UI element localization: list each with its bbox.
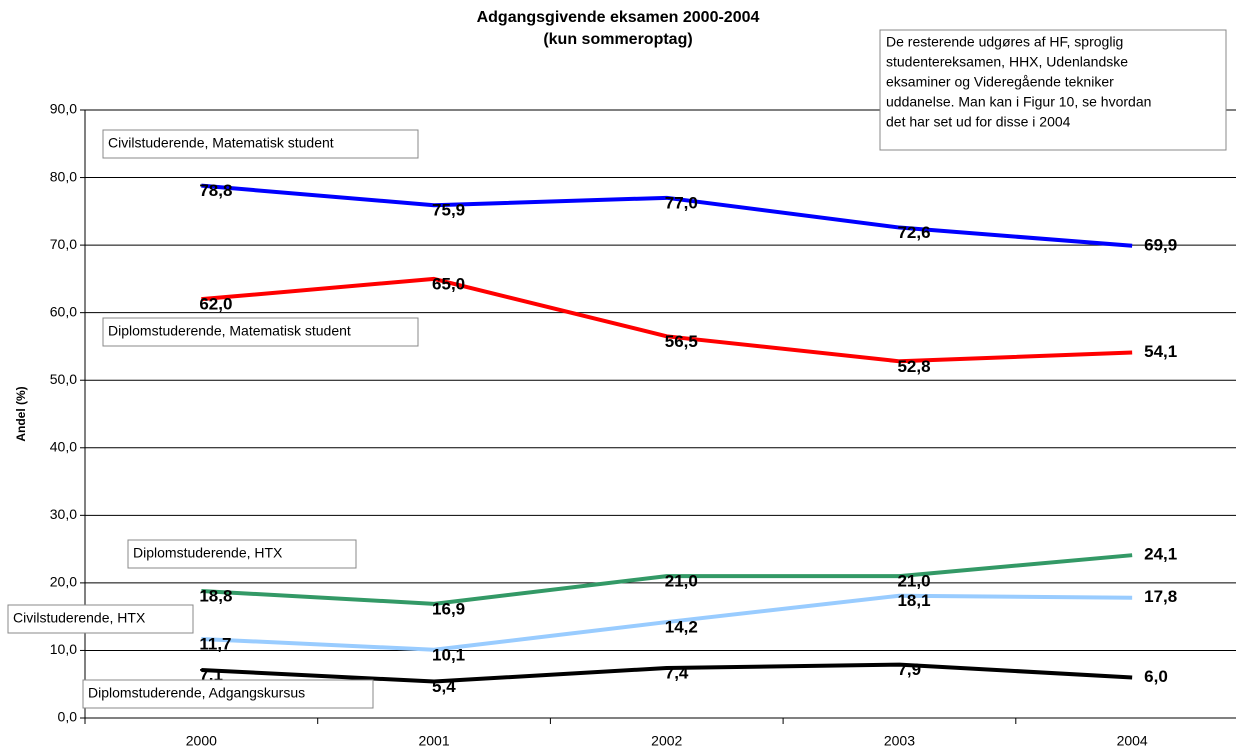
x-tick-label: 2003 — [884, 733, 915, 749]
value-label: 14,2 — [665, 618, 698, 637]
value-label: 78,8 — [199, 181, 232, 200]
y-axis-label: Andel (%) — [14, 386, 28, 441]
value-label: 18,1 — [897, 591, 930, 610]
y-tick-label: 30,0 — [50, 506, 77, 522]
value-label: 52,8 — [897, 357, 930, 376]
value-label: 56,5 — [665, 332, 698, 351]
y-tick-label: 90,0 — [50, 101, 77, 117]
value-label: 62,0 — [199, 295, 232, 314]
series-line — [201, 276, 1133, 364]
value-label: 77,0 — [665, 193, 698, 212]
x-tick-label: 2004 — [1117, 733, 1148, 749]
y-tick-label: 40,0 — [50, 438, 77, 454]
chart-title: Adgangsgivende eksamen 2000-2004 — [477, 9, 760, 26]
y-tick-label: 20,0 — [50, 574, 77, 590]
value-label: 5,4 — [432, 677, 456, 696]
legend-label: Diplomstuderende, Matematisk student — [108, 323, 351, 339]
x-tick-label: 2001 — [418, 733, 449, 749]
value-label: 21,0 — [665, 572, 698, 591]
y-tick-label: 60,0 — [50, 303, 77, 319]
note-line: uddanelse. Man kan i Figur 10, se hvorda… — [886, 94, 1151, 110]
value-label: 21,0 — [897, 572, 930, 591]
legend-label: Civilstuderende, Matematisk student — [108, 135, 334, 151]
legend-label: Civilstuderende, HTX — [13, 610, 146, 626]
value-label: 72,6 — [897, 223, 930, 242]
value-label: 11,7 — [199, 634, 231, 653]
value-label: 75,9 — [432, 201, 465, 220]
note-line: De resterende udgøres af HF, sproglig — [886, 34, 1123, 50]
series-line — [201, 183, 1133, 248]
note-line: studentereksamen, HHX, Udenlandske — [886, 54, 1128, 70]
note-line: det har set ud for disse i 2004 — [886, 114, 1071, 130]
value-label: 18,8 — [199, 586, 232, 605]
value-label: 16,9 — [432, 599, 465, 618]
series-line — [201, 662, 1133, 684]
series-line — [201, 553, 1133, 606]
value-label: 54,1 — [1144, 342, 1177, 361]
y-tick-label: 80,0 — [50, 168, 77, 184]
value-label: 10,1 — [432, 645, 465, 664]
note-line: eksaminer og Videregående tekniker — [886, 74, 1114, 90]
legend-label: Diplomstuderende, Adgangskursus — [88, 685, 305, 701]
chart-subtitle: (kun sommeroptag) — [543, 31, 692, 48]
value-label: 69,9 — [1144, 235, 1177, 254]
legend-box — [7, 604, 194, 634]
y-tick-label: 0,0 — [58, 709, 78, 725]
value-label: 65,0 — [432, 274, 465, 293]
value-label: 24,1 — [1144, 545, 1177, 564]
legend-box — [82, 679, 374, 709]
x-tick-label: 2000 — [186, 733, 217, 749]
y-tick-label: 10,0 — [50, 641, 77, 657]
y-tick-label: 50,0 — [50, 371, 77, 387]
legend-label: Diplomstuderende, HTX — [133, 545, 283, 561]
value-label: 7,4 — [665, 663, 689, 682]
legend-box — [102, 129, 419, 159]
value-label: 17,8 — [1144, 587, 1177, 606]
series-line — [201, 593, 1133, 652]
value-label: 6,0 — [1144, 667, 1168, 686]
y-tick-label: 70,0 — [50, 236, 77, 252]
legend-box — [127, 539, 357, 569]
legend-box — [102, 317, 419, 347]
x-tick-label: 2002 — [651, 733, 682, 749]
value-label: 7,9 — [897, 660, 921, 679]
note-box — [879, 29, 1227, 151]
